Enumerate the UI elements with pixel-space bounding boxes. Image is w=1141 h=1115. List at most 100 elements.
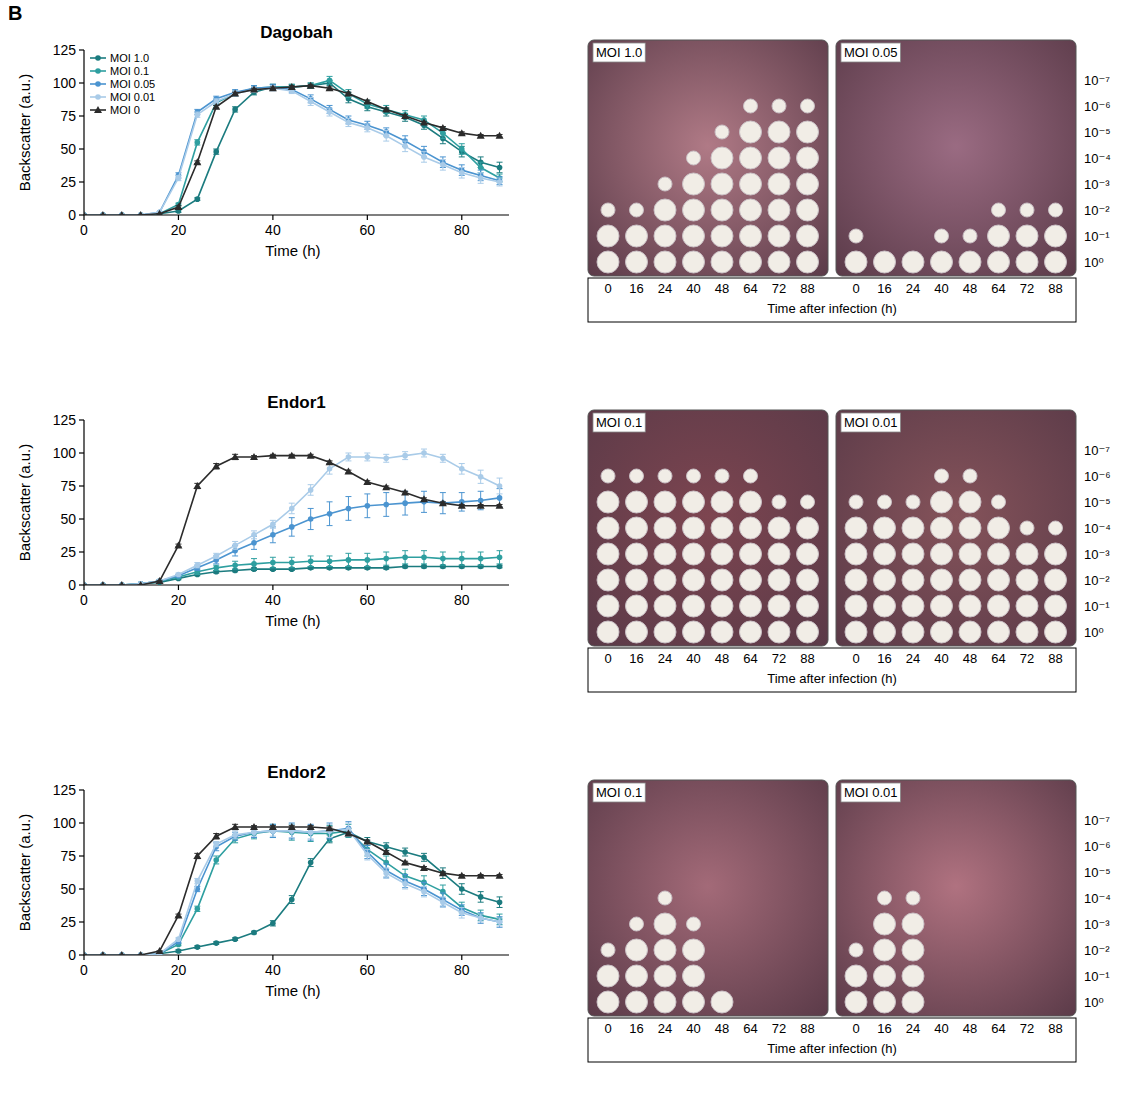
point <box>497 919 503 925</box>
time-label: 40 <box>686 281 700 296</box>
spot <box>931 543 953 565</box>
error-bar <box>459 144 465 155</box>
series <box>84 828 503 955</box>
error-cap <box>440 892 446 893</box>
error-bar <box>308 508 314 529</box>
error-bar <box>383 868 389 879</box>
error-bar <box>364 849 370 860</box>
point <box>308 516 314 522</box>
error-cap <box>440 138 446 139</box>
x-tick-label: 80 <box>454 222 470 238</box>
error-cap <box>478 565 484 566</box>
error-cap <box>440 878 446 879</box>
point <box>327 511 333 517</box>
spot <box>711 543 733 565</box>
y-tick-label: 50 <box>60 881 76 897</box>
error-cap <box>459 511 465 512</box>
point <box>99 951 107 955</box>
spot <box>988 621 1010 643</box>
error-bar <box>270 557 276 568</box>
x-tick <box>272 585 273 590</box>
error-cap <box>497 563 503 564</box>
error-bar <box>327 76 333 84</box>
error-bar <box>402 452 408 460</box>
spot <box>874 543 896 565</box>
point <box>269 452 277 459</box>
error-bar <box>421 886 427 897</box>
error-bar <box>194 563 200 568</box>
spot <box>601 203 615 217</box>
spot <box>654 595 676 617</box>
error-cap <box>364 517 370 518</box>
point <box>212 462 220 469</box>
x-axis-title: Time (h) <box>265 242 320 259</box>
series <box>84 822 503 955</box>
y-tick-label: 75 <box>60 108 76 124</box>
error-cap <box>421 512 427 513</box>
error-cap <box>345 460 351 461</box>
dilution-label: 10⁻¹ <box>1084 229 1110 244</box>
error-cap <box>327 116 333 117</box>
error-cap <box>497 916 503 917</box>
legend-label: MOI 0.01 <box>110 91 155 103</box>
point <box>383 870 389 876</box>
point <box>288 83 296 90</box>
error-cap <box>232 549 238 550</box>
error-cap <box>478 509 484 510</box>
error-cap <box>289 840 295 841</box>
point <box>289 897 295 903</box>
error-bar <box>402 141 408 152</box>
error-cap <box>421 449 427 450</box>
error-cap <box>421 896 427 897</box>
error-cap <box>364 123 370 124</box>
spot <box>683 491 705 513</box>
error-cap <box>478 565 484 566</box>
x-tick-label: 40 <box>265 592 281 608</box>
point <box>251 532 257 538</box>
point <box>363 97 371 104</box>
spot <box>1045 595 1067 617</box>
error-bar <box>251 559 257 570</box>
error-bar <box>289 823 295 839</box>
error-cap <box>327 842 333 843</box>
spot <box>959 251 981 273</box>
point <box>326 824 334 831</box>
error-bar <box>194 112 200 117</box>
error-bar <box>459 552 465 565</box>
error-cap <box>497 907 503 908</box>
x-tick-label: 20 <box>171 962 187 978</box>
point <box>174 911 182 918</box>
error-cap <box>270 837 276 838</box>
error-cap <box>308 97 314 98</box>
spot <box>711 517 733 539</box>
error-cap <box>345 102 351 103</box>
y-tick <box>79 181 84 182</box>
error-cap <box>478 902 484 903</box>
y-tick <box>79 584 84 585</box>
chart-title: Endor2 <box>267 763 326 782</box>
point <box>440 162 446 168</box>
point <box>212 832 220 839</box>
error-cap <box>345 496 351 497</box>
error-cap <box>364 460 370 461</box>
spot <box>768 199 790 221</box>
point <box>269 84 277 91</box>
error-cap <box>440 565 446 566</box>
legend-marker <box>95 55 101 61</box>
series-line <box>84 557 500 585</box>
error-cap <box>497 172 503 173</box>
error-cap <box>308 94 314 95</box>
spot <box>902 517 924 539</box>
error-cap <box>383 867 389 868</box>
spot <box>797 199 819 221</box>
error-cap <box>327 474 333 475</box>
point <box>327 109 333 115</box>
error-bar <box>440 160 446 171</box>
spot <box>740 595 762 617</box>
error-cap <box>364 453 370 454</box>
error-cap <box>440 454 446 455</box>
point <box>477 502 485 509</box>
point <box>478 915 484 921</box>
point <box>497 495 503 501</box>
point <box>193 158 201 165</box>
